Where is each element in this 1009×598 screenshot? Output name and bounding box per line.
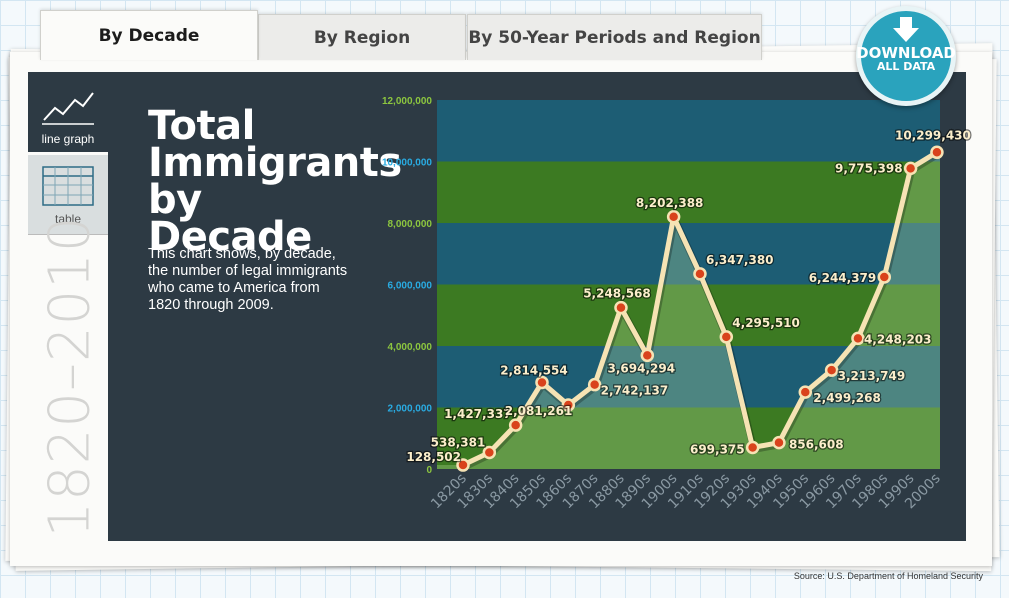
tab-by-decade[interactable]: By Decade <box>40 10 258 60</box>
line-graph-label: line graph <box>41 132 95 146</box>
y-tick-label: 6,000,000 <box>388 281 433 292</box>
page-title: Total Immigrants by Decade <box>148 103 402 260</box>
data-label: 2,499,268 <box>813 391 881 405</box>
download-arrow-icon <box>893 17 919 42</box>
data-point <box>508 418 523 432</box>
data-point <box>903 161 918 176</box>
download-label: DOWNLOAD <box>856 44 956 62</box>
table-view-button[interactable]: table <box>28 155 108 235</box>
chart-band <box>437 161 940 223</box>
data-point <box>535 375 549 390</box>
data-label: 538,381 <box>431 435 486 449</box>
data-point <box>851 331 865 346</box>
title-line: Total <box>148 103 255 149</box>
data-label: 5,248,568 <box>583 287 651 301</box>
data-point <box>587 377 602 392</box>
y-tick-label: 8,000,000 <box>388 219 433 230</box>
data-label: 8,202,388 <box>636 196 704 210</box>
data-label: 6,244,379 <box>809 271 877 285</box>
data-point <box>877 270 892 284</box>
source-note: Source: U.S. Department of Homeland Secu… <box>793 571 983 581</box>
title-line: by Decade <box>148 177 312 260</box>
data-label: 3,694,294 <box>608 361 676 375</box>
data-label: 856,608 <box>789 438 844 452</box>
tab-by-region[interactable]: By Region <box>258 14 466 60</box>
data-point <box>693 267 707 281</box>
data-label: 2,742,137 <box>601 384 669 398</box>
data-point <box>772 435 786 450</box>
chart-description: This chart shows, by decade, the number … <box>148 246 348 313</box>
data-point <box>745 440 760 455</box>
data-label: 128,502 <box>406 450 461 464</box>
data-label: 4,248,203 <box>864 332 932 346</box>
data-label: 699,375 <box>690 442 745 456</box>
data-point <box>798 385 813 399</box>
data-point <box>456 458 470 472</box>
data-point <box>561 398 576 412</box>
y-tick-label: 4,000,000 <box>388 342 433 353</box>
data-label: 10,299,430 <box>895 128 971 142</box>
data-point <box>824 363 839 377</box>
y-tick-label: 0 <box>426 465 432 476</box>
data-label: 3,213,749 <box>838 369 906 383</box>
table-label: table <box>54 212 82 226</box>
y-tick-label: 12,000,000 <box>382 96 432 107</box>
line-graph-icon <box>42 92 94 125</box>
download-sublabel: ALL DATA <box>876 60 936 73</box>
line-graph-view-button[interactable]: line graph <box>28 72 108 152</box>
data-point <box>719 330 734 344</box>
data-point <box>482 445 497 460</box>
data-point <box>614 300 628 315</box>
y-tick-label: 2,000,000 <box>388 404 433 415</box>
download-all-data-button[interactable]: DOWNLOAD ALL DATA <box>856 6 956 106</box>
data-label: 1,427,337 <box>444 407 512 421</box>
table-icon <box>42 166 94 206</box>
data-label: 2,081,261 <box>505 404 573 418</box>
chart-area <box>437 152 940 469</box>
data-label: 4,295,510 <box>732 316 800 330</box>
data-label: 9,775,398 <box>835 161 903 175</box>
chart-band <box>437 100 940 162</box>
data-label: 6,347,380 <box>706 253 774 267</box>
chart-band <box>437 346 940 408</box>
data-point <box>666 210 681 224</box>
data-label: 2,814,554 <box>500 363 568 377</box>
data-point <box>930 145 944 160</box>
data-point <box>640 348 655 363</box>
tab-by-50-year-periods-and-region[interactable]: By 50-Year Periods and Region <box>467 14 762 60</box>
y-tick-label: 10,000,000 <box>382 158 432 169</box>
